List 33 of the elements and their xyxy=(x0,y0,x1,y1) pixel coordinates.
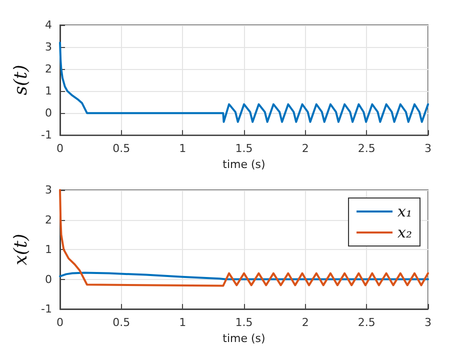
y-tick-label: 3 xyxy=(45,40,52,54)
x-tick-label: 0 xyxy=(56,142,64,156)
legend-label: x₂ xyxy=(398,224,412,242)
y-tick-label: 4 xyxy=(45,18,52,32)
y-tick-label: 2 xyxy=(45,62,52,76)
x-tick-label: 1 xyxy=(179,142,186,156)
x-tick-label: 0.5 xyxy=(112,142,130,156)
x-tick-label: 2 xyxy=(302,316,309,329)
y-tick-label: -1 xyxy=(41,302,52,316)
x-tick-label: 2.5 xyxy=(358,316,376,329)
x-tick-label: 2 xyxy=(302,142,309,156)
x-axis-title: time (s) xyxy=(222,158,266,171)
y-tick-label: 1 xyxy=(45,84,52,98)
x-tick-label: 0.5 xyxy=(112,316,130,329)
x-tick-label: 2.5 xyxy=(358,142,376,156)
legend-label: x₁ xyxy=(398,202,412,220)
x-tick-label: 3 xyxy=(424,142,432,156)
y-tick-label: 1 xyxy=(45,243,52,256)
x-tick-label: 1 xyxy=(179,316,186,329)
x-tick-label: 1.5 xyxy=(235,316,253,329)
x-tick-label: 0 xyxy=(56,316,64,329)
line-series xyxy=(59,42,429,123)
y-tick-label: 2 xyxy=(45,213,52,226)
line-series xyxy=(59,272,429,280)
y-axis-title: s(t) xyxy=(10,64,32,96)
x-tick-label: 3 xyxy=(424,316,432,329)
x-axis-title: time (s) xyxy=(222,332,266,345)
x-tick-label: 1.5 xyxy=(235,142,253,156)
y-tick-label: 3 xyxy=(45,184,52,196)
y-tick-label: 0 xyxy=(45,272,52,286)
y-axis-title: x(t) xyxy=(10,234,32,266)
y-tick-label: -1 xyxy=(41,128,52,142)
y-tick-label: 0 xyxy=(45,106,52,120)
